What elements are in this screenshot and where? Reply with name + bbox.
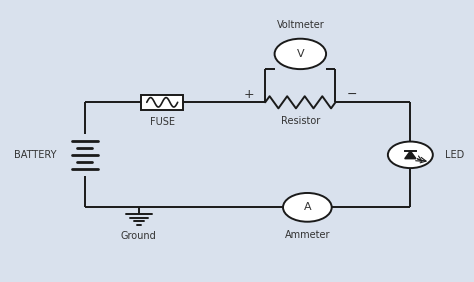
Text: Ground: Ground	[121, 231, 157, 241]
Text: Ammeter: Ammeter	[284, 230, 330, 240]
Circle shape	[388, 142, 433, 168]
FancyBboxPatch shape	[141, 95, 183, 110]
Text: Voltmeter: Voltmeter	[276, 20, 324, 30]
Text: A: A	[303, 202, 311, 212]
Text: V: V	[297, 49, 304, 59]
Circle shape	[283, 193, 332, 222]
Text: FUSE: FUSE	[150, 117, 175, 127]
Circle shape	[274, 39, 326, 69]
Text: +: +	[244, 87, 254, 100]
Text: BATTERY: BATTERY	[14, 150, 57, 160]
Text: −: −	[346, 87, 357, 100]
Polygon shape	[405, 151, 416, 159]
Text: Resistor: Resistor	[281, 116, 320, 126]
Text: LED: LED	[445, 150, 464, 160]
